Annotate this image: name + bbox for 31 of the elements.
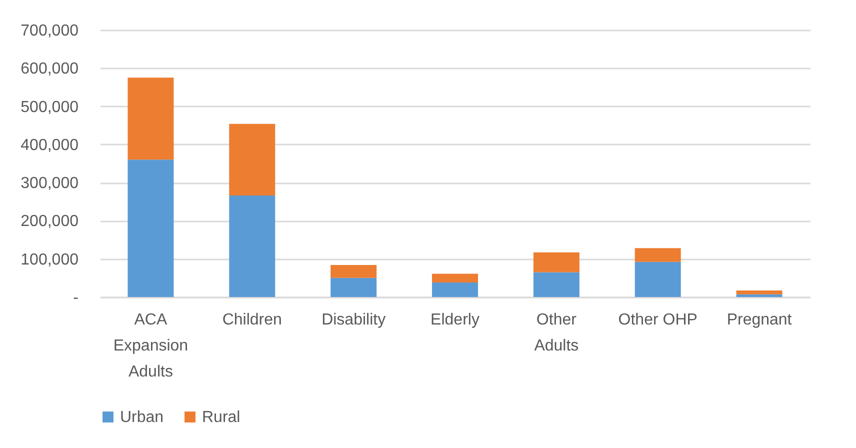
bar	[634, 248, 681, 262]
x-tick-label: Children	[222, 312, 282, 328]
x-tick-label: Other Adults	[534, 312, 579, 354]
x-tick-label: ACA Expansion Adults	[113, 312, 188, 380]
y-tick-label: 500,000	[20, 98, 79, 116]
bar	[533, 252, 580, 272]
x-tick-label: Elderly	[430, 312, 480, 328]
y-tick-label: 300,000	[20, 175, 79, 192]
y-tick-label: 100,000	[20, 251, 79, 268]
bar	[736, 290, 782, 294]
bar	[432, 282, 478, 297]
y-tick-label: 700,000	[20, 22, 79, 40]
x-tick-label: Disability	[322, 312, 386, 328]
y-tick-label: 600,000	[20, 60, 79, 78]
x-tick-label: Other OHP	[618, 312, 698, 328]
y-tick-label: -	[73, 290, 78, 306]
bar	[229, 196, 276, 297]
legend-label: Urban	[120, 409, 164, 426]
bar	[128, 160, 174, 297]
bar	[432, 274, 478, 283]
bar	[330, 264, 377, 278]
bar	[128, 78, 174, 160]
bar	[330, 278, 377, 297]
y-tick-label: 400,000	[20, 136, 79, 154]
y-tick-label: 200,000	[20, 213, 79, 230]
legend-label: Rural	[202, 409, 240, 426]
bar	[736, 294, 782, 297]
bar	[533, 272, 580, 297]
bar	[229, 124, 276, 196]
x-tick-label: Pregnant	[726, 312, 792, 328]
bar	[634, 262, 681, 297]
